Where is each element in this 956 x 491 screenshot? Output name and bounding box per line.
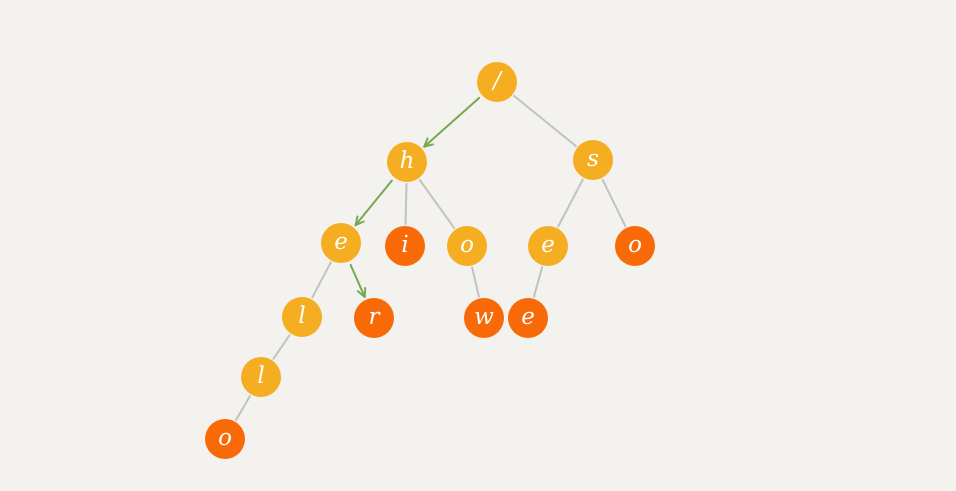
node-label: o (218, 424, 232, 451)
trie-node-h: h (387, 142, 427, 182)
trie-node-he: e (321, 223, 361, 263)
edge-hel-hell (272, 334, 291, 360)
trie-node-her: r (354, 298, 394, 338)
node-label: e (541, 231, 555, 258)
edge-he-hel (311, 261, 332, 299)
trie-node-so: o (615, 226, 655, 266)
trie-node-hel: l (282, 297, 322, 337)
trie-node-ho: o (447, 226, 487, 266)
node-label: o (628, 231, 642, 258)
trie-node-how: w (464, 298, 504, 338)
edge-h-hi (404, 182, 408, 226)
edge-hell-hello (235, 395, 251, 421)
edge-h-ho (418, 178, 456, 230)
node-label: h (399, 147, 415, 174)
node-label: / (493, 67, 501, 94)
path-arrow-root-h (423, 96, 481, 148)
trie-node-s: s (573, 140, 613, 180)
edge-s-se (557, 178, 584, 228)
node-label: w (474, 303, 494, 330)
path-arrow-he-her (349, 263, 367, 298)
edge-root-s (513, 94, 577, 148)
node-label: r (368, 303, 380, 330)
edge-ho-how (471, 266, 480, 298)
trie-node-hello: o (205, 419, 245, 459)
node-label: i (401, 231, 409, 258)
trie-node-hell: l (241, 357, 281, 397)
trie-node-hi: i (385, 226, 425, 266)
node-label: e (521, 303, 535, 330)
trie-node-see: e (508, 298, 548, 338)
node-label: e (334, 228, 348, 255)
edge-se-see (532, 266, 544, 298)
path-arrow-h-he (354, 179, 393, 227)
edge-s-so (601, 178, 627, 228)
node-label: l (298, 302, 306, 329)
node-label: l (257, 362, 265, 389)
trie-node-root: / (477, 62, 517, 102)
node-label: o (460, 231, 474, 258)
trie-node-se: e (528, 226, 568, 266)
node-label: s (587, 145, 599, 172)
